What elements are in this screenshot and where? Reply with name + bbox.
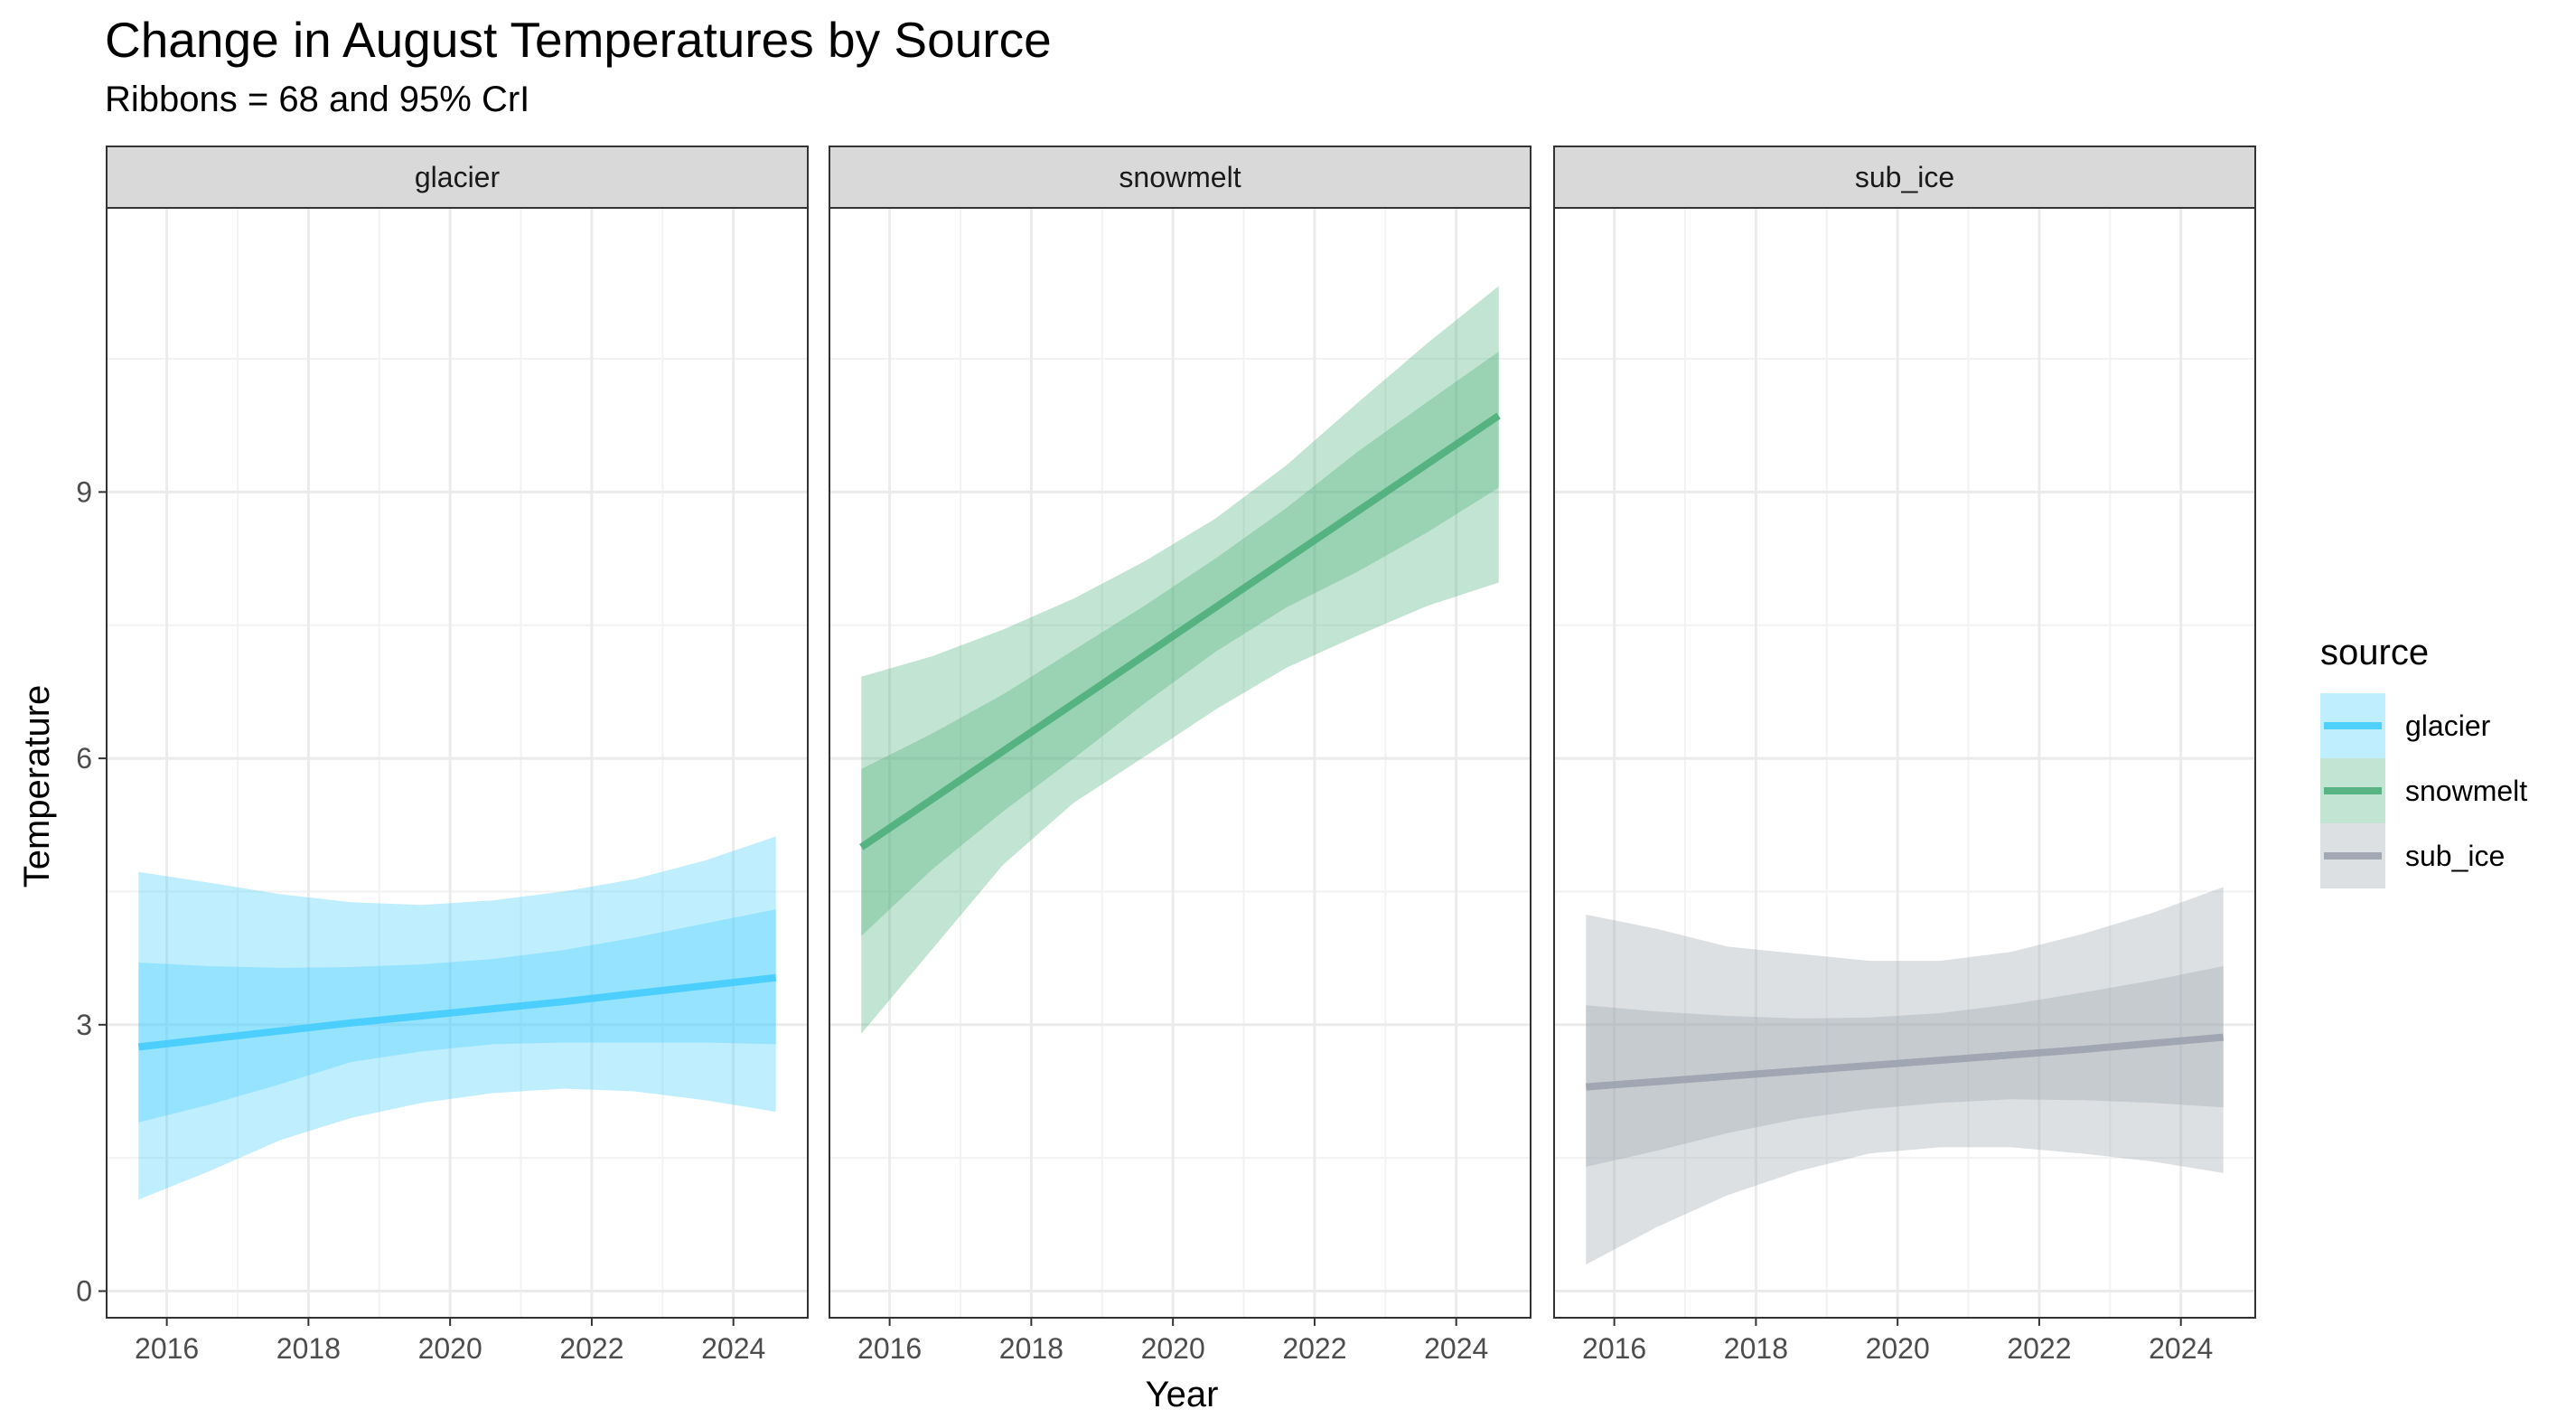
y-axis-title: Temperature <box>17 685 57 888</box>
x-tick-label: 2024 <box>2149 1332 2213 1365</box>
legend-item-snowmelt: snowmelt <box>2320 758 2527 823</box>
x-tick-label: 2018 <box>999 1332 1063 1365</box>
x-tick-label: 2016 <box>135 1332 199 1365</box>
panel-border-snowmelt <box>829 207 1532 1319</box>
x-tick-label: 2022 <box>2007 1332 2071 1365</box>
x-tick-label: 2024 <box>1424 1332 1488 1365</box>
legend-title: source <box>2320 633 2429 672</box>
strip-label-glacier: glacier <box>415 161 501 193</box>
x-axis-title: Year <box>1146 1375 1219 1414</box>
ribbon-95-sub_ice <box>1586 887 2224 1265</box>
legend-label-snowmelt: snowmelt <box>2405 775 2527 807</box>
legend-label-glacier: glacier <box>2405 709 2491 742</box>
strip-snowmelt <box>829 146 1532 209</box>
ribbon-95-glacier <box>138 836 776 1200</box>
x-tick-label: 2024 <box>701 1332 765 1365</box>
legend-item-glacier: glacier <box>2320 693 2491 758</box>
y-tick-label: 0 <box>76 1275 92 1308</box>
ribbon-68-snowmelt <box>861 352 1499 936</box>
strip-label-snowmelt: snowmelt <box>1119 161 1241 193</box>
x-tick-label: 2022 <box>1282 1332 1346 1365</box>
panel-snowmelt: snowmelt 2016 2018 2020 2022 2024 <box>829 146 1532 1365</box>
x-tick-label: 2016 <box>1582 1332 1646 1365</box>
chart-subtitle: Ribbons = 68 and 95% CrI <box>105 80 530 119</box>
x-tick-label: 2020 <box>1866 1332 1930 1365</box>
legend-label-sub_ice: sub_ice <box>2405 840 2505 872</box>
legend-item-sub_ice: sub_ice <box>2320 823 2505 888</box>
plot-background-glacier <box>107 208 808 1318</box>
panel-border-sub_ice <box>1553 207 2256 1319</box>
mean-line-glacier <box>137 973 777 1051</box>
panel-glacier: glacier 2016 2018 2020 2022 2024 0 3 6 9 <box>76 146 809 1365</box>
strip-sub_ice <box>1553 146 2256 209</box>
panels-group: glacier 2016 2018 2020 2022 2024 0 3 6 9 snowmelt 2… <box>76 146 2256 1365</box>
y-tick-label: 6 <box>76 742 92 775</box>
x-tick-label: 2022 <box>559 1332 623 1365</box>
ribbon-95-snowmelt <box>861 286 1499 1034</box>
panel-border-glacier <box>106 207 809 1319</box>
y-tick-label: 3 <box>76 1009 92 1041</box>
x-tick-label: 2020 <box>1141 1332 1205 1365</box>
x-tick-label: 2020 <box>418 1332 482 1365</box>
strip-label-sub_ice: sub_ice <box>1855 161 1954 193</box>
mean-line-sub_ice <box>1585 1033 2225 1091</box>
x-tick-label: 2018 <box>276 1332 341 1365</box>
plot-background-snowmelt <box>829 208 1531 1318</box>
y-tick-label: 9 <box>76 475 92 508</box>
x-tick-label: 2018 <box>1724 1332 1788 1365</box>
legend: glacier snowmelt sub_ice <box>2320 693 2527 888</box>
mean-line-snowmelt <box>859 412 1501 850</box>
plot-background-sub_ice <box>1554 208 2255 1318</box>
panel-sub_ice: sub_ice 2016 2018 2020 2022 2024 <box>1553 146 2256 1365</box>
chart-title: Change in August Temperatures by Source <box>105 12 1052 68</box>
x-tick-label: 2016 <box>857 1332 922 1365</box>
